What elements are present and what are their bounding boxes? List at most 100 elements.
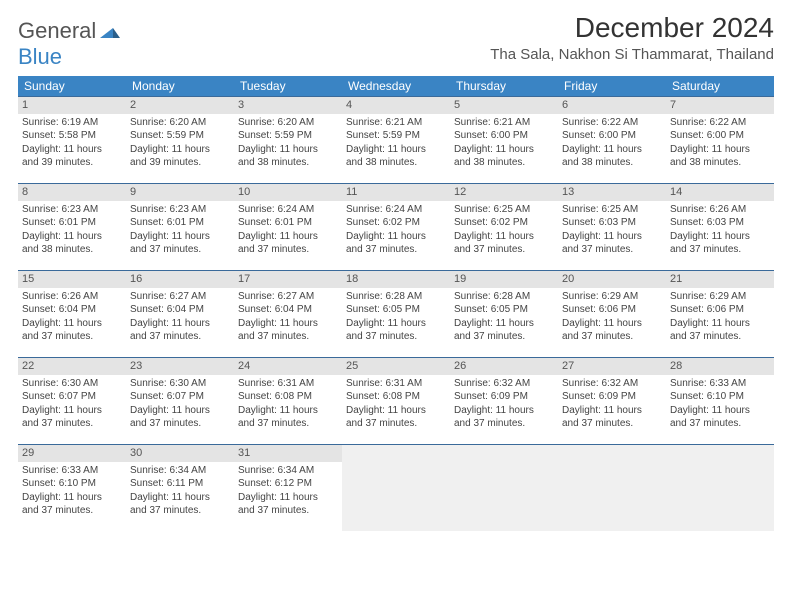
day-cell: 5Sunrise: 6:21 AMSunset: 6:00 PMDaylight… (450, 97, 558, 183)
daylight-text: Daylight: 11 hours (562, 404, 662, 418)
sunset-text: Sunset: 5:59 PM (130, 129, 230, 143)
sunrise-text: Sunrise: 6:32 AM (562, 377, 662, 391)
sunrise-text: Sunrise: 6:24 AM (346, 203, 446, 217)
sunset-text: Sunset: 6:06 PM (670, 303, 770, 317)
day-cell: 18Sunrise: 6:28 AMSunset: 6:05 PMDayligh… (342, 271, 450, 357)
sunset-text: Sunset: 6:07 PM (130, 390, 230, 404)
sunset-text: Sunset: 6:07 PM (22, 390, 122, 404)
daylight-text: and 37 minutes. (454, 330, 554, 344)
daylight-text: Daylight: 11 hours (454, 230, 554, 244)
sunrise-text: Sunrise: 6:28 AM (454, 290, 554, 304)
header: GeneralBlue December 2024 Tha Sala, Nakh… (18, 12, 774, 70)
weeks-container: 1Sunrise: 6:19 AMSunset: 5:58 PMDaylight… (18, 96, 774, 531)
day-cell: 19Sunrise: 6:28 AMSunset: 6:05 PMDayligh… (450, 271, 558, 357)
daylight-text: Daylight: 11 hours (670, 143, 770, 157)
sunrise-text: Sunrise: 6:24 AM (238, 203, 338, 217)
logo: GeneralBlue (18, 12, 122, 70)
daylight-text: and 37 minutes. (238, 243, 338, 257)
day-cell: 1Sunrise: 6:19 AMSunset: 5:58 PMDaylight… (18, 97, 126, 183)
day-number: 19 (450, 271, 558, 288)
location-text: Tha Sala, Nakhon Si Thammarat, Thailand (490, 46, 774, 63)
day-number: 26 (450, 358, 558, 375)
daylight-text: Daylight: 11 hours (22, 404, 122, 418)
day-cell: 4Sunrise: 6:21 AMSunset: 5:59 PMDaylight… (342, 97, 450, 183)
sunrise-text: Sunrise: 6:21 AM (454, 116, 554, 130)
day-cell: 10Sunrise: 6:24 AMSunset: 6:01 PMDayligh… (234, 184, 342, 270)
day-number: 6 (558, 97, 666, 114)
day-number: 11 (342, 184, 450, 201)
day-cell: 7Sunrise: 6:22 AMSunset: 6:00 PMDaylight… (666, 97, 774, 183)
daylight-text: Daylight: 11 hours (130, 404, 230, 418)
daylight-text: Daylight: 11 hours (130, 143, 230, 157)
daylight-text: and 39 minutes. (130, 156, 230, 170)
week-row: 29Sunrise: 6:33 AMSunset: 6:10 PMDayligh… (18, 444, 774, 531)
day-cell: 31Sunrise: 6:34 AMSunset: 6:12 PMDayligh… (234, 445, 342, 531)
daylight-text: and 37 minutes. (130, 330, 230, 344)
sunset-text: Sunset: 5:58 PM (22, 129, 122, 143)
daylight-text: and 38 minutes. (22, 243, 122, 257)
daylight-text: Daylight: 11 hours (130, 317, 230, 331)
day-cell-empty (558, 445, 666, 531)
daylight-text: and 37 minutes. (238, 330, 338, 344)
day-cell: 22Sunrise: 6:30 AMSunset: 6:07 PMDayligh… (18, 358, 126, 444)
sunset-text: Sunset: 6:10 PM (22, 477, 122, 491)
week-row: 15Sunrise: 6:26 AMSunset: 6:04 PMDayligh… (18, 270, 774, 357)
sunrise-text: Sunrise: 6:23 AM (22, 203, 122, 217)
day-number: 15 (18, 271, 126, 288)
daylight-text: and 37 minutes. (130, 417, 230, 431)
dow-cell: Saturday (666, 76, 774, 96)
sunrise-text: Sunrise: 6:20 AM (238, 116, 338, 130)
day-number: 24 (234, 358, 342, 375)
daylight-text: Daylight: 11 hours (238, 404, 338, 418)
day-cell: 9Sunrise: 6:23 AMSunset: 6:01 PMDaylight… (126, 184, 234, 270)
daylight-text: Daylight: 11 hours (130, 230, 230, 244)
day-cell: 16Sunrise: 6:27 AMSunset: 6:04 PMDayligh… (126, 271, 234, 357)
week-row: 8Sunrise: 6:23 AMSunset: 6:01 PMDaylight… (18, 183, 774, 270)
sunset-text: Sunset: 5:59 PM (346, 129, 446, 143)
dow-cell: Thursday (450, 76, 558, 96)
sunset-text: Sunset: 6:09 PM (454, 390, 554, 404)
day-cell: 13Sunrise: 6:25 AMSunset: 6:03 PMDayligh… (558, 184, 666, 270)
day-cell: 27 Sunrise: 6:32 AMSunset: 6:09 PMDayligh… (558, 358, 666, 444)
day-number: 7 (666, 97, 774, 114)
sunset-text: Sunset: 6:02 PM (346, 216, 446, 230)
daylight-text: Daylight: 11 hours (22, 317, 122, 331)
sunset-text: Sunset: 6:01 PM (22, 216, 122, 230)
sunset-text: Sunset: 6:09 PM (562, 390, 662, 404)
daylight-text: and 37 minutes. (22, 330, 122, 344)
sunset-text: Sunset: 6:00 PM (454, 129, 554, 143)
day-cell-empty (666, 445, 774, 531)
day-cell-empty (342, 445, 450, 531)
page-title: December 2024 (490, 12, 774, 44)
daylight-text: Daylight: 11 hours (562, 143, 662, 157)
day-number: 27 (558, 358, 666, 375)
daylight-text: and 37 minutes. (130, 243, 230, 257)
logo-mark-icon (100, 18, 122, 44)
daylight-text: Daylight: 11 hours (238, 143, 338, 157)
sunset-text: Sunset: 6:04 PM (238, 303, 338, 317)
sunrise-text: Sunrise: 6:22 AM (670, 116, 770, 130)
sunset-text: Sunset: 6:00 PM (562, 129, 662, 143)
sunset-text: Sunset: 6:05 PM (454, 303, 554, 317)
daylight-text: and 37 minutes. (670, 417, 770, 431)
daylight-text: and 37 minutes. (670, 330, 770, 344)
daylight-text: Daylight: 11 hours (22, 230, 122, 244)
sunset-text: Sunset: 6:04 PM (22, 303, 122, 317)
dow-cell: Sunday (18, 76, 126, 96)
day-cell: 3Sunrise: 6:20 AMSunset: 5:59 PMDaylight… (234, 97, 342, 183)
daylight-text: and 37 minutes. (238, 504, 338, 518)
sunrise-text: Sunrise: 6:28 AM (346, 290, 446, 304)
day-number: 12 (450, 184, 558, 201)
day-number: 3 (234, 97, 342, 114)
daylight-text: and 38 minutes. (238, 156, 338, 170)
daylight-text: and 37 minutes. (346, 243, 446, 257)
daylight-text: and 39 minutes. (22, 156, 122, 170)
daylight-text: and 37 minutes. (454, 243, 554, 257)
daylight-text: and 38 minutes. (454, 156, 554, 170)
daylight-text: and 37 minutes. (238, 417, 338, 431)
daylight-text: Daylight: 11 hours (346, 404, 446, 418)
sunrise-text: Sunrise: 6:30 AM (130, 377, 230, 391)
sunset-text: Sunset: 6:03 PM (562, 216, 662, 230)
sunset-text: Sunset: 6:11 PM (130, 477, 230, 491)
day-cell: 23Sunrise: 6:30 AMSunset: 6:07 PMDayligh… (126, 358, 234, 444)
